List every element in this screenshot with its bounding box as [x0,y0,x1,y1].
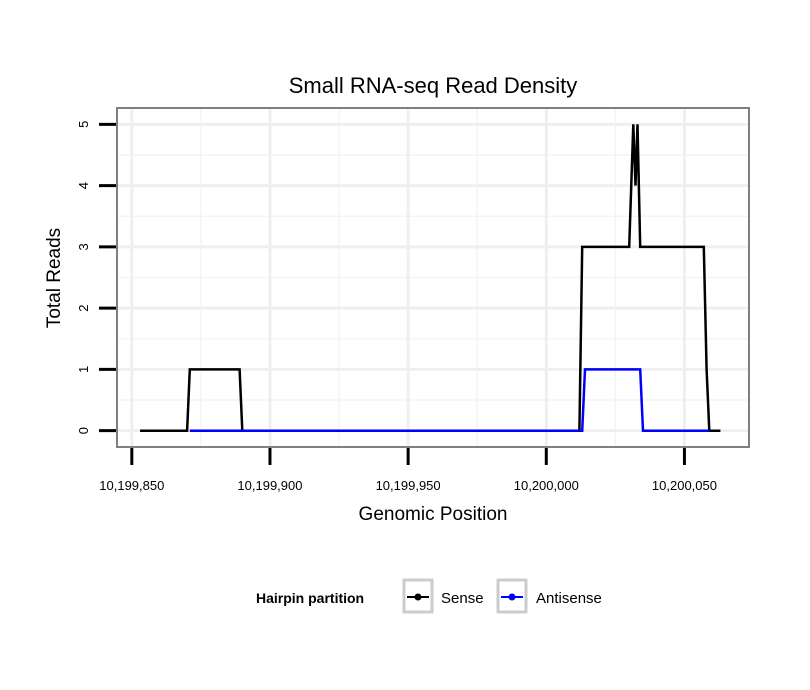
legend-label-antisense: Antisense [536,590,602,607]
x-axis: 10,199,850 10,199,900 10,199,950 10,200,000… [99,447,717,493]
legend-label-sense: Sense [441,590,484,607]
series-line-sense [140,124,721,432]
chart-title: Small RNA-seq Read Density [289,73,578,98]
plot-panel-border [116,107,750,448]
x-axis-title: Genomic Position [359,504,508,525]
y-axis: 0 1 2 3 4 5 [76,121,117,434]
legend-marker-sense [414,593,422,601]
x-tick-label: 10,199,950 [376,478,441,493]
y-tick-label: 0 [76,427,91,434]
y-tick-label: 4 [76,182,91,189]
legend-title: Hairpin partition [256,590,364,606]
plot-series [140,124,721,432]
legend-marker-antisense [508,593,516,601]
y-tick-label: 3 [76,243,91,250]
plot-grid [118,109,748,446]
y-axis-title: Total Reads [44,228,65,328]
y-tick-label: 2 [76,305,91,312]
legend: Hairpin partition Sense Antisense [256,578,602,614]
y-tick-label: 1 [76,366,91,373]
x-tick-label: 10,199,850 [99,478,164,493]
x-tick-label: 10,200,000 [514,478,579,493]
series-line-antisense [189,368,710,432]
y-tick-label: 5 [76,121,91,128]
x-tick-label: 10,200,050 [652,478,717,493]
x-tick-label: 10,199,900 [237,478,302,493]
